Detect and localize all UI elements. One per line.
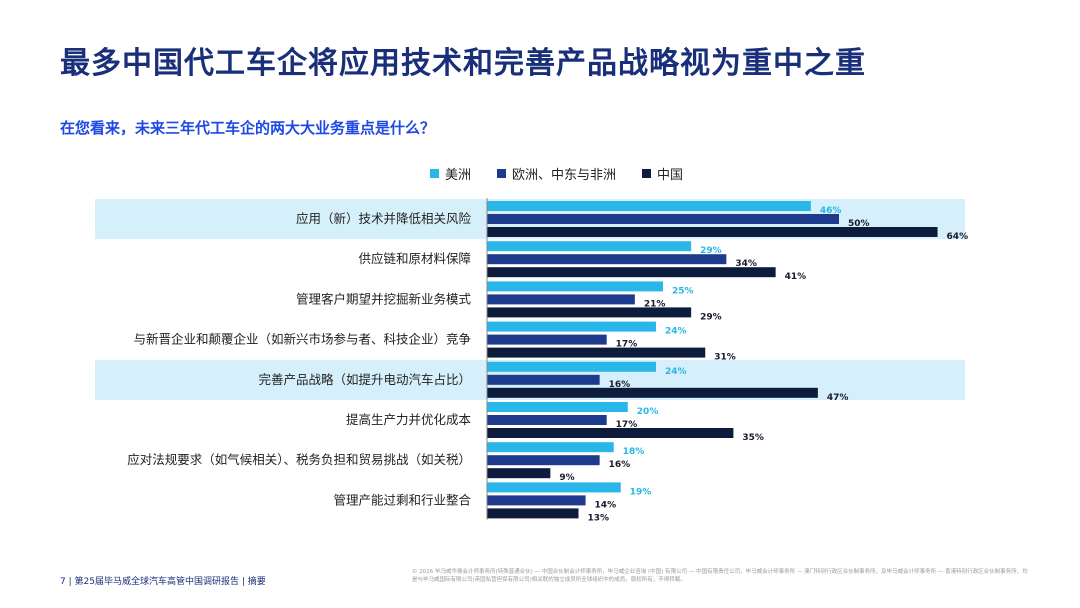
bar-americas — [487, 201, 811, 211]
category-label: 应对法规要求（如气候相关）、税务负担和贸易挑战（如关税） — [127, 452, 471, 467]
legal-disclaimer: © 2026 毕马威华振会计师事务所(特殊普通合伙) — 中国合伙制会计师事务所… — [412, 569, 1028, 583]
chart-legend: 美洲 欧洲、中东与非洲 中国 — [430, 164, 683, 183]
data-label: 34% — [735, 259, 757, 269]
bar-americas — [487, 361, 656, 372]
bar-americas — [487, 402, 628, 412]
bar-chart: 应用（新）技术并降低相关风险 46% 50% 64% 供应链和原材料保障 29% 34% 41… — [95, 198, 969, 523]
bar-americas — [487, 281, 663, 292]
category-label: 应用（新）技术并降低相关风险 — [296, 211, 472, 226]
legend-label-emea: 欧洲、中东与非洲 — [512, 168, 617, 183]
category-label: 提高生产力并优化成本 — [346, 412, 472, 427]
data-label: 14% — [595, 500, 617, 510]
data-label: 17% — [616, 420, 638, 430]
bar-china — [487, 508, 579, 519]
data-label: 29% — [700, 246, 722, 256]
legend-swatch-americas — [430, 169, 439, 178]
bar-china — [487, 227, 938, 237]
data-label: 31% — [714, 353, 736, 363]
bar-emea — [487, 415, 607, 425]
legend-swatch-china — [642, 169, 652, 178]
bar-emea — [487, 214, 839, 224]
data-label: 41% — [785, 272, 807, 282]
legend-item-americas: 美洲 — [430, 164, 471, 183]
section-name: 摘要 — [247, 577, 266, 587]
bar-emea — [487, 254, 727, 265]
bar-americas — [487, 321, 656, 332]
bar-china — [487, 267, 776, 278]
chart-question: 在您看来，未来三年代工车企的两大大业务重点是什么？ — [60, 119, 436, 137]
category-label: 与新晋企业和颠覆企业（如新兴市场参与者、科技企业）竞争 — [133, 332, 471, 347]
data-label: 25% — [672, 286, 694, 296]
bar-americas — [487, 442, 614, 453]
category-label: 供应链和原材料保障 — [358, 251, 471, 266]
legend-swatch-emea — [497, 169, 507, 178]
bar-emea — [487, 495, 586, 506]
category-label: 完善产品战略（如提升电动汽车占比） — [258, 372, 471, 387]
footer-separator: | — [241, 577, 248, 587]
bar-emea — [487, 334, 607, 345]
data-label: 35% — [742, 433, 764, 443]
legend-label-china: 中国 — [657, 168, 684, 183]
bar-americas — [487, 482, 621, 493]
bar-china — [487, 468, 551, 479]
footer-source: 7 | 第25届毕马威全球汽车高管中国调研报告 | 摘要 — [60, 574, 266, 587]
footer-separator: | — [68, 577, 75, 587]
legend-label-americas: 美洲 — [445, 168, 472, 183]
data-label: 29% — [700, 312, 722, 322]
data-label: 21% — [644, 299, 666, 309]
bar-china — [487, 387, 818, 398]
legend-item-emea: 欧洲、中东与非洲 — [497, 164, 616, 183]
data-label: 50% — [848, 219, 870, 229]
data-label: 24% — [665, 367, 687, 377]
bar-china — [487, 347, 706, 358]
data-label: 47% — [827, 393, 849, 403]
bar-emea — [487, 455, 600, 466]
data-label: 24% — [665, 327, 687, 337]
data-label: 17% — [616, 340, 638, 350]
page-title: 最多中国代工车企将应用技术和完善产品战略视为重中之重 — [60, 46, 866, 81]
report-name: 第25届毕马威全球汽车高管中国调研报告 — [74, 577, 239, 587]
bar-emea — [487, 294, 635, 305]
data-label: 46% — [820, 206, 842, 216]
category-label: 管理产能过剩和行业整合 — [333, 492, 471, 507]
bar-americas — [487, 241, 692, 252]
data-label: 19% — [630, 487, 652, 497]
data-label: 20% — [637, 407, 659, 417]
bar-emea — [487, 374, 600, 385]
data-label: 13% — [588, 513, 610, 523]
data-label: 64% — [947, 232, 969, 242]
data-label: 18% — [623, 447, 645, 457]
bar-china — [487, 428, 734, 438]
category-label: 管理客户期望并挖掘新业务模式 — [296, 291, 472, 306]
data-label: 16% — [609, 460, 631, 470]
data-label: 16% — [609, 380, 631, 390]
page-number: 7 — [60, 577, 66, 587]
data-label: 9% — [559, 473, 574, 483]
legend-item-china: 中国 — [642, 164, 683, 183]
bar-china — [487, 307, 692, 318]
